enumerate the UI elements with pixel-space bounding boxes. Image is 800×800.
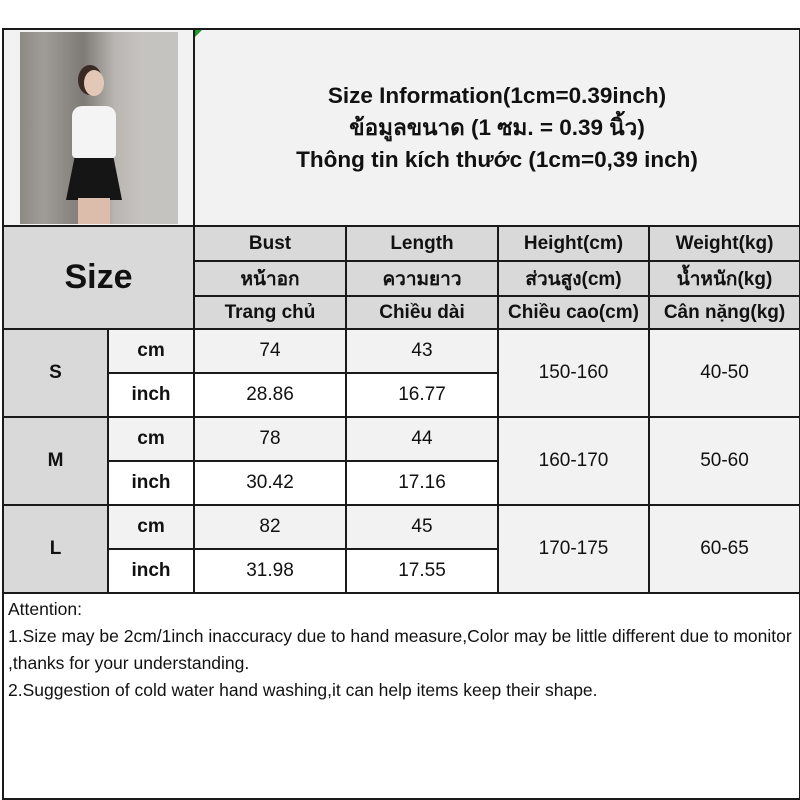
unit-label: inch — [107, 460, 195, 506]
table-row: L cm 82 45 170-175 60-65 — [2, 504, 800, 594]
size-label: S — [2, 328, 109, 418]
header-bust-en: Bust — [193, 225, 347, 262]
size-chart-table: Size Information(1cm=0.39inch) ข้อมูลขนา… — [1, 28, 800, 800]
header-length-en: Length — [345, 225, 499, 262]
unit-label: cm — [107, 328, 195, 374]
size-label: M — [2, 416, 109, 506]
header-bust-th: หน้าอก — [193, 260, 347, 297]
table-row: M cm 78 44 160-170 50-60 — [2, 416, 800, 506]
bust-value: 30.42 — [193, 460, 347, 506]
product-photo — [20, 32, 178, 224]
unit-label: cm — [107, 504, 195, 550]
weight-value: 60-65 — [647, 504, 800, 594]
height-value: 150-160 — [497, 328, 650, 418]
title-th: ข้อมูลขนาด (1 ซม. = 0.39 นิ้ว) — [349, 114, 645, 140]
header-weight-en: Weight(kg) — [647, 225, 800, 262]
bust-value: 28.86 — [193, 372, 347, 418]
header-height-en: Height(cm) — [497, 225, 650, 262]
unit-label: inch — [107, 548, 195, 594]
attention-note-1: 1.Size may be 2cm/1inch inaccuracy due t… — [8, 626, 792, 673]
weight-value: 50-60 — [647, 416, 800, 506]
table-row: inch 28.86 16.77 — [3, 372, 800, 418]
bust-value: 31.98 — [193, 548, 347, 594]
length-value: 45 — [345, 504, 499, 550]
title-vi: Thông tin kích thước (1cm=0,39 inch) — [296, 146, 698, 172]
size-label: L — [2, 504, 109, 594]
length-value: 43 — [345, 328, 499, 374]
height-value: 160-170 — [497, 416, 650, 506]
table-row: S cm 74 43 150-160 40-50 — [2, 328, 800, 418]
header-weight-vi: Cân nặng(kg) — [647, 295, 800, 330]
table-row: inch 30.42 17.16 — [3, 460, 800, 506]
product-photo-cell — [2, 28, 195, 227]
unit-label: cm — [107, 416, 195, 462]
bust-value: 74 — [193, 328, 347, 374]
length-value: 16.77 — [345, 372, 499, 418]
bust-value: 82 — [193, 504, 347, 550]
length-value: 17.55 — [345, 548, 499, 594]
header-bust-vi: Trang chủ — [193, 295, 347, 330]
header-length-th: ความยาว — [345, 260, 499, 297]
length-value: 44 — [345, 416, 499, 462]
header-height-th: ส่วนสูง(cm) — [497, 260, 650, 297]
table-row: inch 31.98 17.55 — [3, 548, 800, 594]
attention-notes: Attention: 1.Size may be 2cm/1inch inacc… — [1, 592, 800, 800]
weight-value: 40-50 — [647, 328, 800, 418]
cell-marker-icon — [196, 31, 202, 37]
attention-heading: Attention: — [8, 599, 82, 619]
attention-note-2: 2.Suggestion of cold water hand washing,… — [8, 680, 598, 700]
bust-value: 78 — [193, 416, 347, 462]
size-header: Size — [2, 225, 195, 330]
length-value: 17.16 — [345, 460, 499, 506]
height-value: 170-175 — [497, 504, 650, 594]
unit-label: inch — [107, 372, 195, 418]
title-cell: Size Information(1cm=0.39inch) ข้อมูลขนา… — [192, 28, 800, 227]
header-length-vi: Chiều dài — [345, 295, 499, 330]
header-height-vi: Chiều cao(cm) — [497, 295, 650, 330]
title-en: Size Information(1cm=0.39inch) — [327, 82, 667, 108]
header-weight-th: น้ำหนัก(kg) — [647, 260, 800, 297]
